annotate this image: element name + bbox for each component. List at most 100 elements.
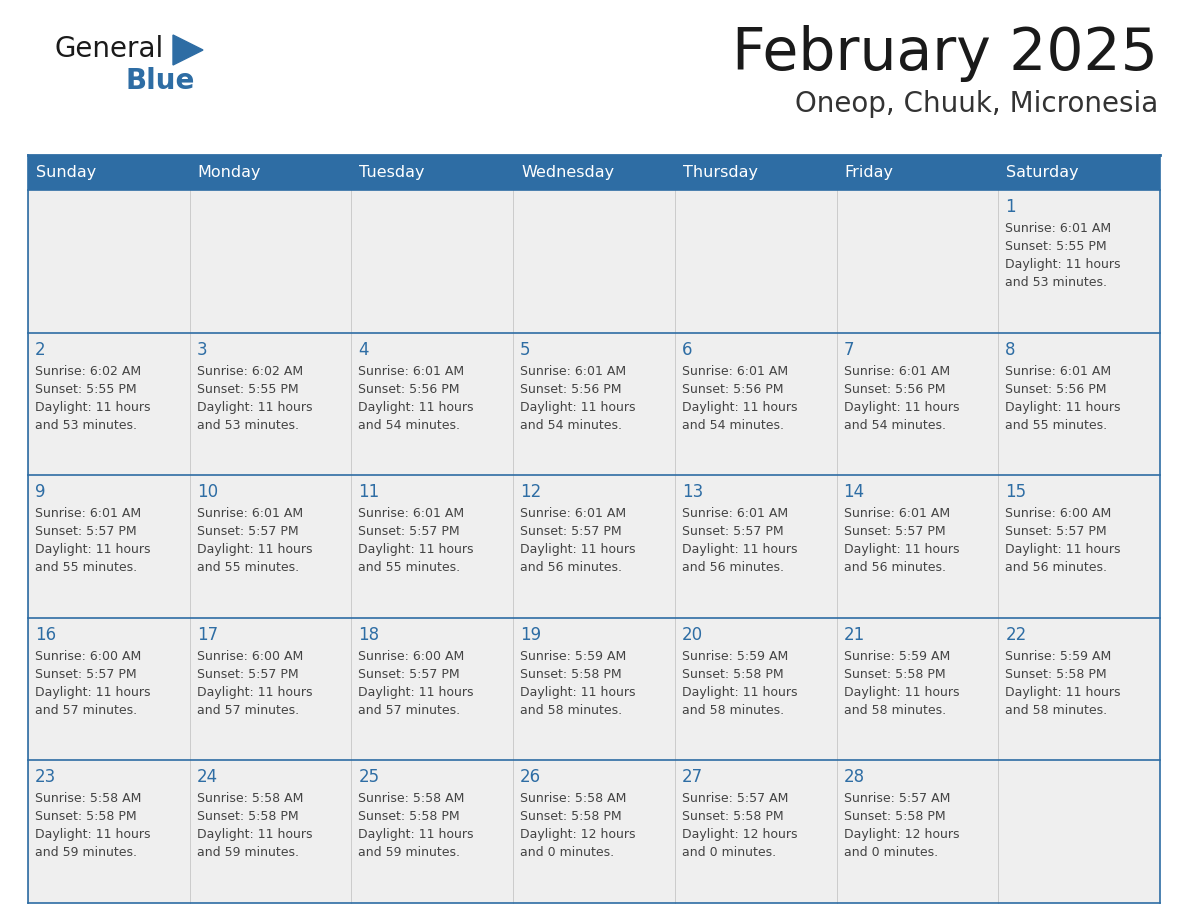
Bar bbox=[190, 332, 352, 476]
Text: Sunset: 5:55 PM: Sunset: 5:55 PM bbox=[34, 383, 137, 396]
Bar bbox=[836, 476, 998, 618]
Bar bbox=[836, 760, 998, 903]
Text: and 57 minutes.: and 57 minutes. bbox=[197, 704, 299, 717]
Text: Sunrise: 6:01 AM: Sunrise: 6:01 AM bbox=[520, 364, 626, 377]
Text: Monday: Monday bbox=[197, 165, 261, 180]
Text: and 0 minutes.: and 0 minutes. bbox=[520, 846, 614, 859]
Text: Daylight: 11 hours: Daylight: 11 hours bbox=[843, 543, 959, 556]
Text: General: General bbox=[55, 35, 164, 63]
Text: Sunset: 5:58 PM: Sunset: 5:58 PM bbox=[682, 811, 783, 823]
Bar bbox=[836, 332, 998, 476]
Text: 21: 21 bbox=[843, 626, 865, 644]
Text: Thursday: Thursday bbox=[683, 165, 758, 180]
Text: Saturday: Saturday bbox=[1006, 165, 1079, 180]
Text: 13: 13 bbox=[682, 483, 703, 501]
Text: Sunset: 5:58 PM: Sunset: 5:58 PM bbox=[843, 667, 946, 681]
Bar bbox=[352, 760, 513, 903]
Text: 17: 17 bbox=[197, 626, 217, 644]
Text: and 59 minutes.: and 59 minutes. bbox=[34, 846, 137, 859]
Text: 23: 23 bbox=[34, 768, 56, 787]
Text: and 53 minutes.: and 53 minutes. bbox=[197, 419, 298, 431]
Text: Sunrise: 6:00 AM: Sunrise: 6:00 AM bbox=[34, 650, 141, 663]
Text: Daylight: 11 hours: Daylight: 11 hours bbox=[520, 543, 636, 556]
Text: 15: 15 bbox=[1005, 483, 1026, 501]
Bar bbox=[29, 760, 190, 903]
Text: and 56 minutes.: and 56 minutes. bbox=[682, 561, 784, 574]
Text: Sunrise: 5:59 AM: Sunrise: 5:59 AM bbox=[520, 650, 626, 663]
Text: Daylight: 11 hours: Daylight: 11 hours bbox=[359, 543, 474, 556]
Text: Sunrise: 6:02 AM: Sunrise: 6:02 AM bbox=[34, 364, 141, 377]
Bar bbox=[29, 476, 190, 618]
Bar bbox=[513, 618, 675, 760]
Text: Daylight: 11 hours: Daylight: 11 hours bbox=[34, 543, 151, 556]
Bar bbox=[352, 332, 513, 476]
Text: Daylight: 11 hours: Daylight: 11 hours bbox=[197, 828, 312, 842]
Text: Sunset: 5:56 PM: Sunset: 5:56 PM bbox=[843, 383, 946, 396]
Text: Sunset: 5:58 PM: Sunset: 5:58 PM bbox=[843, 811, 946, 823]
Text: 6: 6 bbox=[682, 341, 693, 359]
Text: and 58 minutes.: and 58 minutes. bbox=[682, 704, 784, 717]
Text: Sunset: 5:58 PM: Sunset: 5:58 PM bbox=[197, 811, 298, 823]
Bar bbox=[513, 190, 675, 332]
Text: Sunset: 5:57 PM: Sunset: 5:57 PM bbox=[197, 525, 298, 538]
Text: Sunrise: 6:01 AM: Sunrise: 6:01 AM bbox=[682, 508, 788, 521]
Bar bbox=[190, 190, 352, 332]
Bar bbox=[352, 476, 513, 618]
Text: Daylight: 11 hours: Daylight: 11 hours bbox=[1005, 686, 1120, 699]
Text: Daylight: 11 hours: Daylight: 11 hours bbox=[34, 828, 151, 842]
Bar bbox=[352, 618, 513, 760]
Text: Daylight: 11 hours: Daylight: 11 hours bbox=[1005, 543, 1120, 556]
Bar bbox=[190, 476, 352, 618]
Text: and 56 minutes.: and 56 minutes. bbox=[843, 561, 946, 574]
Text: Sunrise: 5:58 AM: Sunrise: 5:58 AM bbox=[359, 792, 465, 805]
Text: Daylight: 11 hours: Daylight: 11 hours bbox=[843, 686, 959, 699]
Text: and 56 minutes.: and 56 minutes. bbox=[1005, 561, 1107, 574]
Text: and 54 minutes.: and 54 minutes. bbox=[520, 419, 623, 431]
Text: Daylight: 11 hours: Daylight: 11 hours bbox=[682, 543, 797, 556]
Text: Sunset: 5:57 PM: Sunset: 5:57 PM bbox=[197, 667, 298, 681]
Text: Sunrise: 6:02 AM: Sunrise: 6:02 AM bbox=[197, 364, 303, 377]
Text: 19: 19 bbox=[520, 626, 542, 644]
Text: 14: 14 bbox=[843, 483, 865, 501]
Text: Sunrise: 6:01 AM: Sunrise: 6:01 AM bbox=[1005, 364, 1112, 377]
Text: 16: 16 bbox=[34, 626, 56, 644]
Text: Sunrise: 6:01 AM: Sunrise: 6:01 AM bbox=[359, 364, 465, 377]
Text: and 55 minutes.: and 55 minutes. bbox=[359, 561, 461, 574]
Text: and 53 minutes.: and 53 minutes. bbox=[1005, 276, 1107, 289]
Text: February 2025: February 2025 bbox=[732, 25, 1158, 82]
Text: Sunset: 5:57 PM: Sunset: 5:57 PM bbox=[1005, 525, 1107, 538]
Text: and 53 minutes.: and 53 minutes. bbox=[34, 419, 137, 431]
Text: Sunrise: 6:01 AM: Sunrise: 6:01 AM bbox=[34, 508, 141, 521]
Bar bbox=[513, 476, 675, 618]
Bar bbox=[675, 618, 836, 760]
Text: Sunset: 5:57 PM: Sunset: 5:57 PM bbox=[682, 525, 783, 538]
Text: Sunrise: 5:59 AM: Sunrise: 5:59 AM bbox=[843, 650, 950, 663]
Text: Sunset: 5:56 PM: Sunset: 5:56 PM bbox=[682, 383, 783, 396]
Text: Daylight: 11 hours: Daylight: 11 hours bbox=[359, 828, 474, 842]
Text: Daylight: 11 hours: Daylight: 11 hours bbox=[1005, 258, 1120, 271]
Text: Sunset: 5:58 PM: Sunset: 5:58 PM bbox=[1005, 667, 1107, 681]
Text: 18: 18 bbox=[359, 626, 379, 644]
Text: Daylight: 11 hours: Daylight: 11 hours bbox=[197, 686, 312, 699]
Text: Daylight: 11 hours: Daylight: 11 hours bbox=[197, 400, 312, 414]
Text: 11: 11 bbox=[359, 483, 380, 501]
Text: and 59 minutes.: and 59 minutes. bbox=[359, 846, 461, 859]
Text: Sunrise: 6:01 AM: Sunrise: 6:01 AM bbox=[520, 508, 626, 521]
Text: Daylight: 11 hours: Daylight: 11 hours bbox=[1005, 400, 1120, 414]
Text: Blue: Blue bbox=[125, 67, 195, 95]
Text: Daylight: 11 hours: Daylight: 11 hours bbox=[520, 400, 636, 414]
Text: Daylight: 11 hours: Daylight: 11 hours bbox=[359, 686, 474, 699]
Text: Sunset: 5:57 PM: Sunset: 5:57 PM bbox=[34, 525, 137, 538]
Text: 9: 9 bbox=[34, 483, 45, 501]
Text: Sunset: 5:55 PM: Sunset: 5:55 PM bbox=[1005, 240, 1107, 253]
Text: Sunrise: 6:01 AM: Sunrise: 6:01 AM bbox=[843, 508, 949, 521]
Text: and 54 minutes.: and 54 minutes. bbox=[843, 419, 946, 431]
Text: Sunrise: 6:01 AM: Sunrise: 6:01 AM bbox=[682, 364, 788, 377]
Text: Sunset: 5:58 PM: Sunset: 5:58 PM bbox=[34, 811, 137, 823]
Bar bbox=[675, 760, 836, 903]
Text: and 56 minutes.: and 56 minutes. bbox=[520, 561, 623, 574]
Text: and 57 minutes.: and 57 minutes. bbox=[359, 704, 461, 717]
Text: 7: 7 bbox=[843, 341, 854, 359]
Text: Sunset: 5:55 PM: Sunset: 5:55 PM bbox=[197, 383, 298, 396]
Bar bbox=[190, 618, 352, 760]
